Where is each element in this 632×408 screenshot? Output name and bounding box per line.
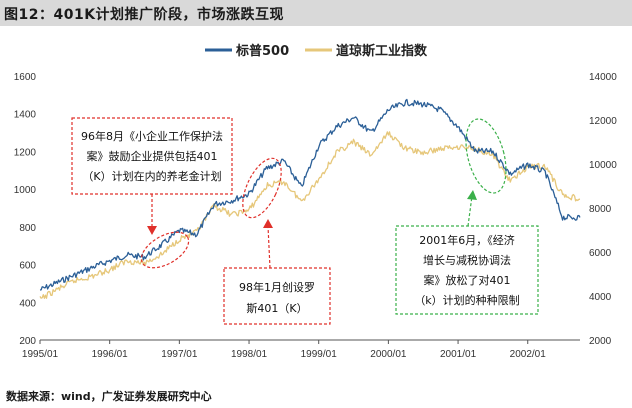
- x-tick-label: 2002/01: [510, 349, 547, 360]
- x-axis: 1995/01 1996/01 1997/01 1998/01 1999/01 2000/…: [22, 340, 546, 360]
- annotation-2001-line-3: 案》放松了对401: [424, 273, 511, 287]
- arrow-1: [147, 194, 157, 235]
- annotation-2001: 2001年6月，《经济 增长与减税协调法 案》放松了对401 （k）计划的种种限…: [395, 225, 539, 315]
- right-y-axis: 2000 4000 6000 8000 10000 12000 14000: [589, 72, 617, 347]
- annotation-1998-line-1: 98年1月创设罗: [239, 280, 315, 294]
- chart-area: 标普500 道琼斯工业指数 200 400 600 800 1000 1200 1400 16…: [14, 43, 617, 360]
- annotation-1996: 96年8月《小企业工作保护法 案》鼓励企业提供包括401 （K）计划在内的养老金…: [71, 117, 233, 195]
- legend: 标普500 道琼斯工业指数: [205, 43, 428, 59]
- left-tick-label: 600: [19, 261, 36, 272]
- highlight-ellipse-1998: [242, 157, 282, 219]
- right-tick-label: 6000: [589, 248, 612, 259]
- arrow-3: [467, 190, 477, 227]
- legend-label-sp500: 标普500: [235, 43, 289, 59]
- right-tick-label: 2000: [589, 336, 612, 347]
- x-tick-label: 1997/01: [161, 349, 198, 360]
- annotation-2001-line-1: 2001年6月，《经济: [419, 233, 515, 247]
- x-tick-label: 1999/01: [301, 349, 338, 360]
- right-tick-label: 14000: [589, 72, 617, 83]
- annotation-1996-line-2: 案》鼓励企业提供包括401: [87, 149, 218, 163]
- left-tick-label: 1000: [14, 185, 37, 196]
- left-tick-label: 200: [19, 336, 36, 347]
- x-tick-label: 1998/01: [231, 349, 268, 360]
- left-tick-label: 800: [19, 223, 36, 234]
- annotation-1996-line-3: （K）计划在内的养老金计划: [82, 169, 221, 183]
- annotation-2001-line-2: 增长与减税协调法: [423, 253, 511, 267]
- right-tick-label: 4000: [589, 292, 612, 303]
- x-tick-label: 1996/01: [92, 349, 129, 360]
- annotation-2001-line-4: （k）计划的种种限制: [414, 293, 519, 307]
- legend-label-dow: 道琼斯工业指数: [336, 43, 428, 59]
- x-tick-label: 1995/01: [22, 349, 59, 360]
- annotation-1996-line-1: 96年8月《小企业工作保护法: [81, 129, 223, 143]
- highlight-ellipse-1996: [140, 231, 190, 269]
- right-tick-label: 8000: [589, 204, 612, 215]
- left-tick-label: 1600: [14, 72, 37, 83]
- series-line-sp500: [39, 98, 581, 291]
- annotation-1998-line-2: 斯401（K）: [246, 302, 307, 315]
- x-tick-label: 2000/01: [370, 349, 407, 360]
- series-group: [39, 98, 581, 299]
- left-y-axis: 200 400 600 800 1000 1200 1400 1600: [14, 72, 37, 347]
- right-tick-label: 10000: [589, 160, 617, 171]
- chart-title: 图12：401K计划推广阶段，市场涨跌互现: [4, 7, 285, 23]
- source-note: 数据来源：wind，广发证券发展研究中心: [6, 390, 212, 403]
- right-tick-label: 12000: [589, 116, 617, 127]
- left-tick-label: 1400: [14, 110, 37, 121]
- header-bar: [0, 0, 632, 26]
- series-line-dow: [39, 131, 581, 299]
- annotation-1998: 98年1月创设罗 斯401（K）: [223, 267, 331, 325]
- left-tick-label: 1200: [14, 147, 37, 158]
- highlight-ellipse-2001: [465, 118, 507, 194]
- left-tick-label: 400: [19, 298, 36, 309]
- x-tick-label: 2001/01: [440, 349, 477, 360]
- arrow-2: [263, 219, 273, 269]
